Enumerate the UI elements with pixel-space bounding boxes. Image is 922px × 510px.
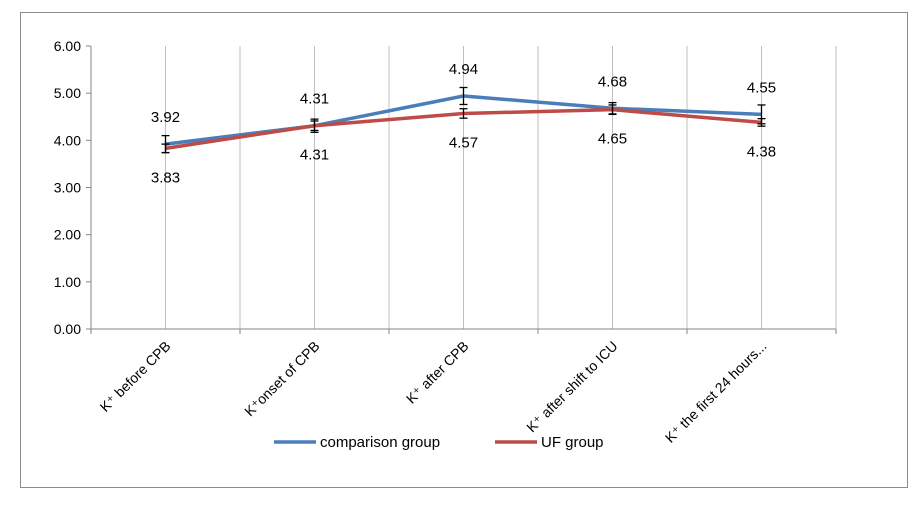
y-tick-label: 2.00 (54, 227, 81, 243)
y-tick-label: 0.00 (54, 321, 81, 337)
x-category-label: K⁺ before CPB (97, 338, 174, 415)
legend-label: comparison group (320, 434, 440, 451)
chart-frame: 0.00 1.00 2.00 3.00 4.00 5.00 6.00 K⁺ before CP… (20, 12, 908, 488)
x-category-label: K⁺ after shift to ICU (523, 338, 620, 435)
data-label: 3.92 (151, 109, 180, 126)
x-category-label: K⁺ after CPB (403, 338, 472, 407)
data-label: 4.57 (449, 134, 478, 151)
data-label: 4.38 (747, 143, 776, 160)
x-category-label: K⁺onset of CPB (241, 338, 322, 419)
line-chart: 0.00 1.00 2.00 3.00 4.00 5.00 6.00 K⁺ before CP… (54, 38, 837, 451)
x-category-label: K⁺ the first 24 hours... (662, 338, 770, 446)
data-label: 4.31 (300, 147, 329, 164)
data-label: 4.94 (449, 61, 478, 78)
y-tick-label: 5.00 (54, 85, 81, 101)
y-tick-label: 1.00 (54, 274, 81, 290)
data-label: 4.65 (598, 131, 627, 148)
y-tick-label: 6.00 (54, 38, 81, 54)
data-label: 4.31 (300, 91, 329, 108)
y-tick-label: 3.00 (54, 180, 81, 196)
y-tick-label: 4.00 (54, 132, 81, 148)
data-label: 4.68 (598, 73, 627, 90)
legend-label: UF group (541, 434, 604, 451)
data-label: 3.83 (151, 169, 180, 186)
data-label: 4.55 (747, 79, 776, 96)
